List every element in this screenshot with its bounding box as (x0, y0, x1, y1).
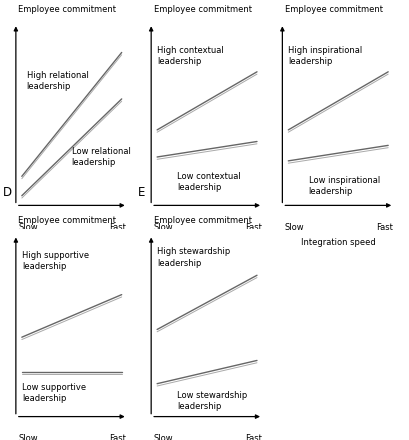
Text: Fast: Fast (109, 223, 126, 232)
Text: Slow: Slow (18, 434, 38, 440)
Text: Slow: Slow (18, 223, 38, 232)
Text: Employee commitment: Employee commitment (18, 216, 116, 225)
Text: Low relational
leadership: Low relational leadership (72, 147, 130, 167)
Text: Integration speed: Integration speed (300, 238, 375, 247)
Text: Low supportive
leadership: Low supportive leadership (22, 383, 86, 403)
Text: Low inspirational
leadership: Low inspirational leadership (308, 176, 379, 196)
Text: Fast: Fast (375, 223, 392, 232)
Text: High relational
leadership: High relational leadership (27, 71, 88, 91)
Text: D: D (3, 186, 12, 199)
Text: Fast: Fast (109, 434, 126, 440)
Text: High supportive
leadership: High supportive leadership (22, 251, 89, 271)
Text: Employee commitment: Employee commitment (153, 216, 251, 225)
Text: Employee commitment: Employee commitment (284, 5, 382, 14)
Text: E: E (138, 186, 145, 199)
Text: Employee commitment: Employee commitment (18, 5, 116, 14)
Text: High contextual
leadership: High contextual leadership (157, 46, 223, 66)
Text: High inspirational
leadership: High inspirational leadership (288, 46, 362, 66)
Text: Low contextual
leadership: Low contextual leadership (177, 172, 240, 192)
Text: Integration speed: Integration speed (34, 238, 109, 247)
Text: Fast: Fast (244, 434, 261, 440)
Text: Low stewardship
leadership: Low stewardship leadership (177, 391, 247, 411)
Text: High stewardship
leadership: High stewardship leadership (157, 247, 230, 268)
Text: Slow: Slow (153, 223, 173, 232)
Text: Slow: Slow (153, 434, 173, 440)
Text: Integration speed: Integration speed (169, 238, 244, 247)
Text: Fast: Fast (244, 223, 261, 232)
Text: Slow: Slow (284, 223, 303, 232)
Text: Employee commitment: Employee commitment (153, 5, 251, 14)
